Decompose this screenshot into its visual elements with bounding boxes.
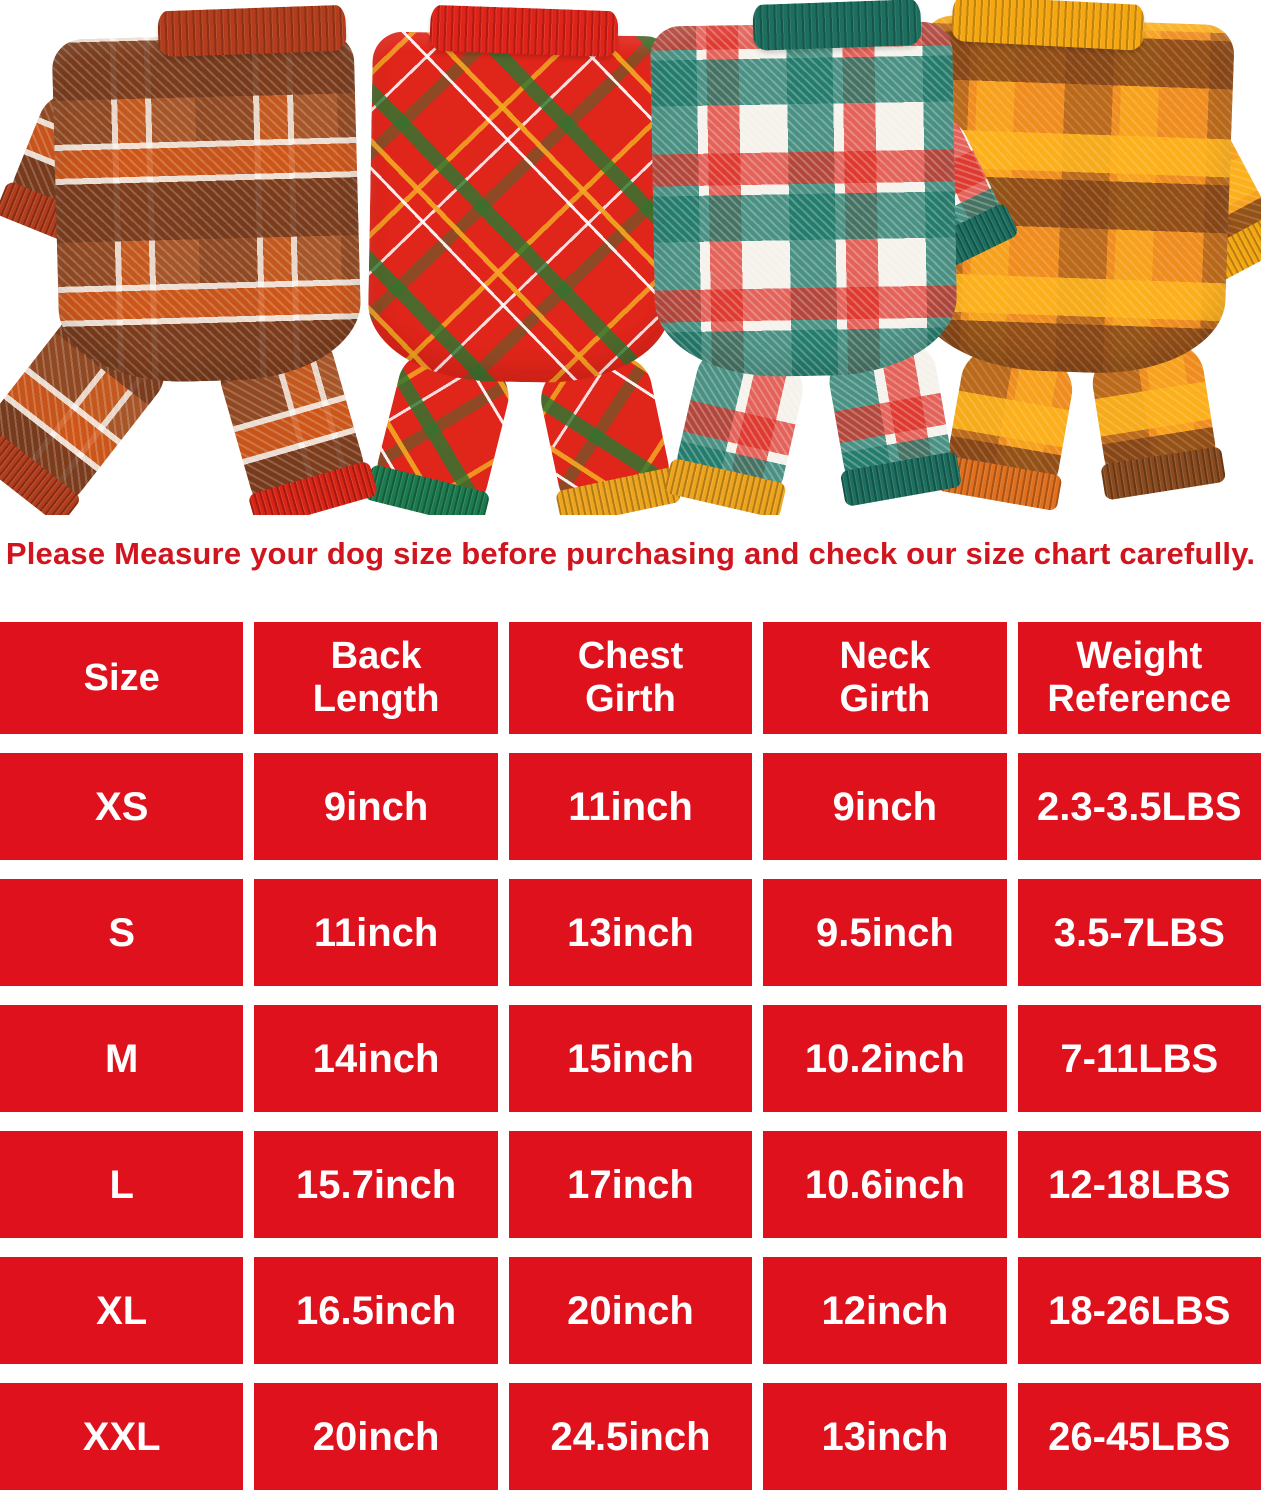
xxl-weight-cell: 26-45LBS: [1017, 1383, 1261, 1490]
header-neck-girth-label: Neck Girth: [839, 635, 931, 720]
pajama-brown-plaid: [0, 4, 408, 515]
s-neck-girth-cell: 9.5inch: [763, 879, 1007, 986]
header-back-length: Back Length: [254, 622, 498, 734]
xl-back-length-cell: 16.5inch: [254, 1257, 498, 1364]
xs-back-length-cell: 9inch: [254, 753, 498, 860]
xxl-back-length-cell: 20inch: [254, 1383, 498, 1490]
m-weight-cell: 7-11LBS: [1017, 1005, 1261, 1112]
header-size: Size: [0, 622, 244, 734]
header-size-label: Size: [83, 656, 160, 699]
s-weight-cell: 3.5-7LBS: [1017, 879, 1261, 986]
header-chest-girth: Chest Girth: [508, 622, 753, 734]
header-weight-reference-label: Weight Reference: [1047, 635, 1232, 720]
xs-neck-girth-cell: 9inch: [763, 753, 1007, 860]
xl-weight-cell: 18-26LBS: [1017, 1257, 1261, 1364]
l-chest-girth-cell: 17inch: [508, 1131, 753, 1238]
xs-size-cell: XS: [0, 753, 244, 860]
header-chest-girth-label: Chest Girth: [577, 635, 684, 720]
xl-neck-girth-cell: 12inch: [763, 1257, 1007, 1364]
s-back-length-cell: 11inch: [254, 879, 498, 986]
product-photo-strip: [0, 0, 1261, 515]
pajama-brown-collar: [157, 4, 347, 58]
xl-chest-girth-cell: 20inch: [508, 1257, 753, 1364]
m-size-cell: M: [0, 1005, 244, 1112]
xl-size-cell: XL: [0, 1257, 244, 1364]
header-neck-girth: Neck Girth: [763, 622, 1007, 734]
m-chest-girth-cell: 15inch: [508, 1005, 753, 1112]
xs-weight-cell: 2.3-3.5LBS: [1017, 753, 1261, 860]
pajama-green-collar: [752, 0, 922, 51]
s-chest-girth-cell: 13inch: [508, 879, 753, 986]
xxl-chest-girth-cell: 24.5inch: [508, 1383, 753, 1490]
pajama-red-collar: [429, 4, 619, 58]
pajama-green-white-plaid: [628, 0, 1020, 515]
pajama-brown-right-leg-cuff: [247, 460, 379, 515]
l-weight-cell: 12-18LBS: [1017, 1131, 1261, 1238]
measure-notice-text: Please Measure your dog size before purc…: [5, 536, 1256, 571]
s-size-cell: S: [0, 879, 244, 986]
header-weight-reference: Weight Reference: [1017, 622, 1261, 734]
pajama-green-body: [649, 21, 959, 379]
pajama-brown-body: [51, 32, 363, 385]
xs-chest-girth-cell: 11inch: [508, 753, 753, 860]
m-neck-girth-cell: 10.2inch: [763, 1005, 1007, 1112]
pajama-green-right-leg-cuff: [839, 451, 963, 508]
size-chart-table: Size Back Length Chest Girth Neck Girth …: [0, 622, 1261, 1490]
l-back-length-cell: 15.7inch: [254, 1131, 498, 1238]
l-neck-girth-cell: 10.6inch: [763, 1131, 1007, 1238]
pajama-brown-left-leg-cuff: [0, 419, 83, 515]
xxl-size-cell: XXL: [0, 1383, 244, 1490]
pajama-orange-right-leg-cuff: [1100, 445, 1227, 501]
xxl-neck-girth-cell: 13inch: [763, 1383, 1007, 1490]
m-back-length-cell: 14inch: [254, 1005, 498, 1112]
l-size-cell: L: [0, 1131, 244, 1238]
header-back-length-label: Back Length: [312, 635, 440, 720]
